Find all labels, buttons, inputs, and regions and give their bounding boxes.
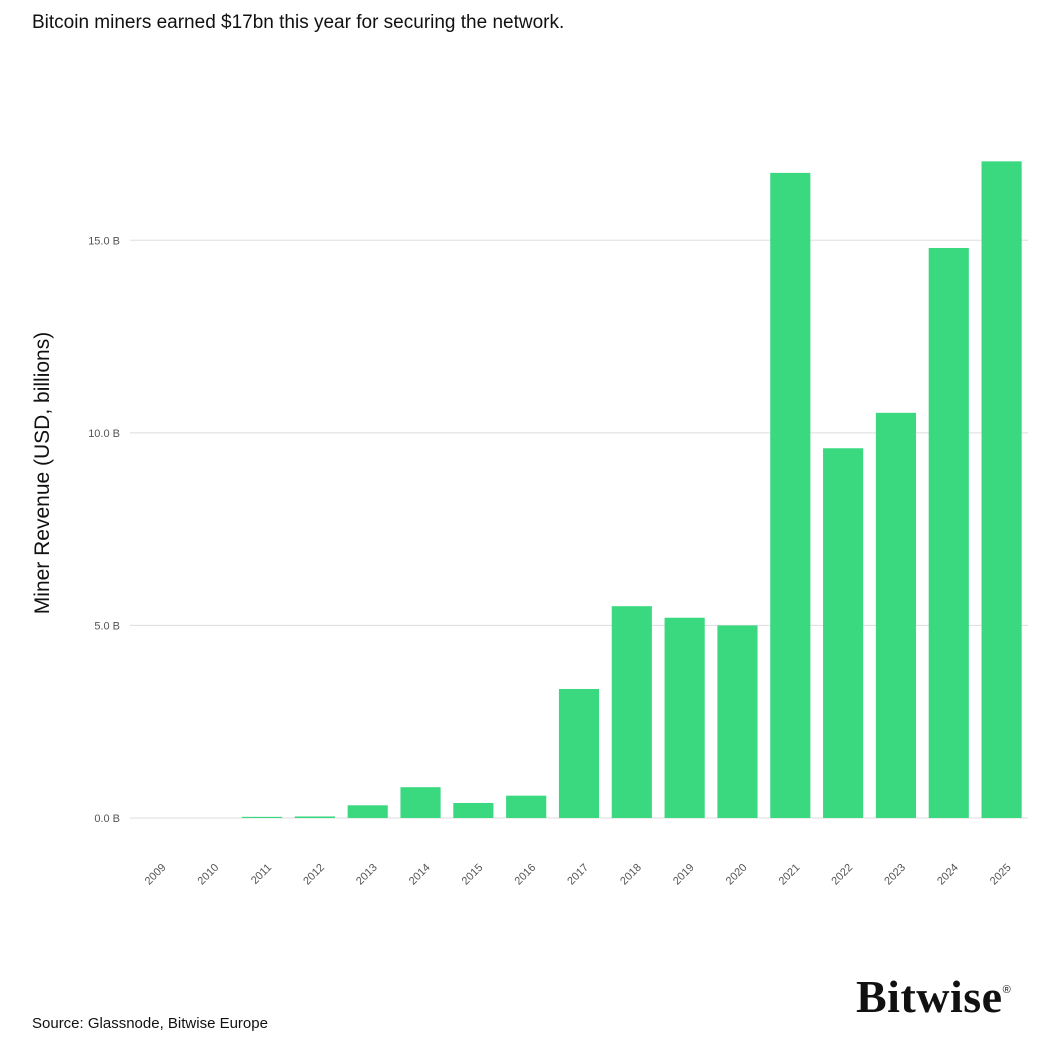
y-axis-ticks: 0.0 B 5.0 B 10.0 B 15.0 B xyxy=(88,235,120,825)
bars xyxy=(241,161,1022,818)
x-tick-label: 2017 xyxy=(565,862,591,888)
bar-2022 xyxy=(823,448,864,818)
chart-title: Bitcoin miners earned $17bn this year fo… xyxy=(32,12,565,33)
x-tick-label: 2011 xyxy=(249,862,274,887)
bar-chart: 0.0 B5.0 B10.0 B15.0 B 2009 2010 2011 2012 2… xyxy=(31,161,1028,888)
source-note: Source: Glassnode, Bitwise Europe xyxy=(32,1015,268,1032)
x-tick-label: 2010 xyxy=(196,862,222,888)
logo-text: Bitwise xyxy=(856,971,1003,1022)
registered-mark: ® xyxy=(1002,984,1012,996)
bar-2012 xyxy=(294,816,335,818)
y-tick-label: 10.0 B xyxy=(88,428,120,440)
x-tick-label: 2016 xyxy=(512,862,538,888)
bar-2023 xyxy=(875,412,917,818)
x-tick-label: 2009 xyxy=(143,862,169,888)
bar-2021 xyxy=(770,172,811,818)
y-tick-label: 5.0 B xyxy=(94,620,120,632)
x-tick-label: 2020 xyxy=(724,862,750,888)
x-tick-label: 2014 xyxy=(407,862,433,888)
x-tick-label: 2024 xyxy=(935,862,961,888)
bar-2015 xyxy=(453,802,494,818)
x-tick-label: 2022 xyxy=(829,862,855,888)
bar-2011 xyxy=(241,816,283,818)
x-tick-label: 2025 xyxy=(988,862,1014,888)
bar-2016 xyxy=(506,795,547,818)
bar-2018 xyxy=(611,606,652,818)
x-tick-label: 2023 xyxy=(882,862,908,888)
y-axis-label: Miner Revenue (USD, billions) xyxy=(31,332,54,614)
bar-2013 xyxy=(347,805,388,818)
x-tick-label: 2019 xyxy=(671,862,697,888)
x-axis-ticks: 2009 2010 2011 2012 2013 2014 2015 2016 2017 2018… xyxy=(143,862,1014,888)
bar-2020 xyxy=(717,625,758,818)
bar-2014 xyxy=(400,787,441,818)
bitwise-logo: Bitwise® xyxy=(856,970,1011,1023)
x-tick-label: 2015 xyxy=(460,862,486,888)
x-tick-label: 2013 xyxy=(354,862,380,888)
bar-2019 xyxy=(664,617,705,818)
y-tick-label: 0.0 B xyxy=(94,813,120,825)
bar-2025 xyxy=(981,161,1022,818)
x-tick-label: 2012 xyxy=(301,862,327,888)
x-tick-label: 2021 xyxy=(777,862,803,888)
y-tick-label: 15.0 B xyxy=(88,235,120,247)
bar-2024 xyxy=(928,247,969,818)
bar-2017 xyxy=(558,688,600,818)
x-tick-label: 2018 xyxy=(618,862,644,888)
